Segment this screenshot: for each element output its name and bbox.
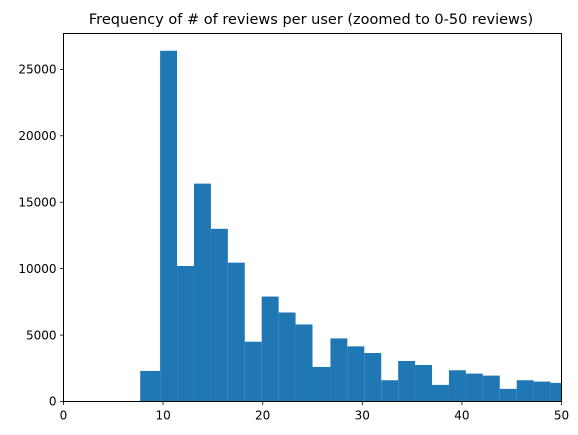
x-tick-label: 20 [255, 409, 270, 423]
y-axis-ticks: 0 5000 10000 15000 20000 25000 [18, 63, 64, 409]
histogram-bar [482, 375, 500, 402]
x-tick-label: 0 [60, 409, 68, 423]
x-axis-ticks: 0 10 20 30 40 50 [60, 401, 569, 423]
y-tick-label: 0 [49, 395, 57, 409]
x-tick-label: 30 [355, 409, 370, 423]
histogram-bar [160, 50, 178, 402]
histogram-bar [364, 353, 382, 402]
histogram-bar [244, 341, 262, 402]
chart-title: Frequency of # of reviews per user (zoom… [89, 12, 533, 28]
histogram-bar [140, 370, 161, 402]
bars-group [140, 50, 562, 402]
histogram-bar [398, 360, 416, 402]
histogram-bar [177, 265, 194, 402]
axes-frame [63, 33, 562, 402]
histogram-bar [533, 381, 551, 402]
histogram-bar [210, 228, 228, 402]
histogram-bar [193, 183, 211, 402]
histogram-bar [550, 382, 562, 402]
histogram-bar [227, 262, 245, 402]
histogram-bar [278, 312, 296, 402]
histogram-bar [312, 366, 331, 402]
histogram-bar [448, 370, 466, 402]
x-tick-label: 10 [155, 409, 170, 423]
y-tick-label: 15000 [18, 195, 56, 209]
x-tick-label: 40 [454, 409, 469, 423]
histogram-bar [465, 373, 483, 402]
histogram-bar [432, 384, 449, 402]
histogram-bar [261, 296, 279, 402]
y-tick-label: 25000 [18, 63, 56, 77]
y-tick-label: 5000 [26, 328, 57, 342]
y-tick-label: 10000 [18, 262, 56, 276]
histogram-bar [330, 338, 348, 402]
histogram-bar [381, 380, 399, 402]
histogram-bar [415, 364, 433, 402]
x-tick-label: 50 [554, 409, 569, 423]
histogram-bar [516, 380, 534, 402]
histogram-bar [347, 346, 365, 402]
histogram-bar [295, 324, 313, 402]
y-tick-label: 20000 [18, 129, 56, 143]
histogram-bar [499, 388, 517, 402]
